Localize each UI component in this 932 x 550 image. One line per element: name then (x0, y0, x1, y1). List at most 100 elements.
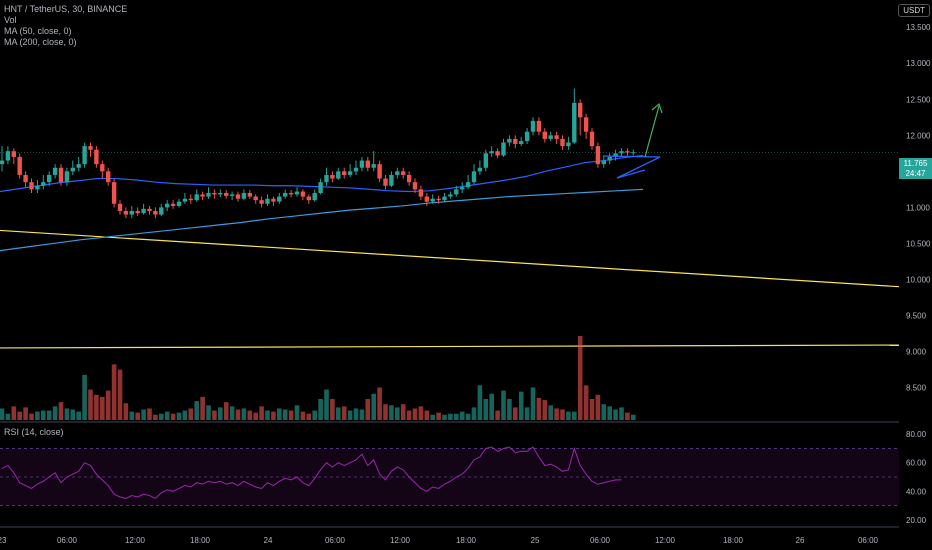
candle-body (271, 198, 276, 202)
candle-body (64, 171, 70, 183)
candle-body (70, 167, 75, 172)
candle-body (460, 187, 465, 190)
candle-body (265, 198, 270, 204)
volume-bar (330, 399, 335, 420)
legend-volume[interactable]: Vol (4, 15, 17, 25)
legend-ma200[interactable]: MA (200, close, 0) (4, 37, 77, 47)
candle-body (548, 135, 553, 139)
price-axis-label: 12.000 (906, 131, 931, 140)
candle-body (607, 156, 612, 161)
volume-bar (159, 413, 164, 420)
candle-body (318, 182, 323, 193)
candle-body (542, 131, 547, 139)
candle-body (106, 171, 111, 183)
candle-body (595, 146, 601, 165)
price-axis-label: 9.500 (906, 311, 927, 320)
volume-bar (442, 414, 447, 420)
volume-bar (448, 413, 453, 420)
candle-body (159, 207, 164, 215)
rsi-axis-label: 20.00 (906, 516, 927, 525)
volume-bar (300, 411, 306, 420)
volume-bar (41, 410, 46, 420)
volume-bar (117, 369, 123, 420)
volume-bar (17, 411, 22, 420)
candle-body (454, 189, 459, 195)
time-axis-label: 06:00 (325, 536, 346, 545)
volume-bar (336, 407, 341, 420)
candle-body (583, 117, 589, 132)
volume-bar (241, 408, 247, 420)
candle-body (47, 174, 52, 183)
rsi-legend[interactable]: RSI (14, close) (4, 427, 64, 437)
volume-bar (436, 412, 441, 420)
price-axis-label: 13.500 (906, 23, 931, 32)
volume-bar (560, 409, 565, 420)
time-axis-label: 18:00 (456, 536, 477, 545)
volume-bar (424, 410, 430, 420)
volume-bar (418, 406, 424, 420)
candle-body (218, 192, 223, 195)
time-axis-label: 12:00 (655, 536, 676, 545)
volume-bar (88, 389, 93, 420)
volume-bar (619, 407, 624, 420)
candle-body (212, 192, 217, 195)
volume-bar (82, 374, 87, 420)
symbol-title[interactable]: HNT / TetherUS, 30, BINANCE (4, 4, 128, 14)
candle-body (383, 178, 388, 186)
candle-body (578, 102, 583, 118)
volume-bar (412, 408, 418, 420)
legend-ma50[interactable]: MA (50, close, 0) (4, 26, 72, 36)
candle-body (170, 203, 176, 206)
volume-bar (100, 396, 105, 420)
volume-bar (371, 393, 376, 420)
volume-bar (58, 402, 64, 420)
time-axis-label: 12:00 (390, 536, 411, 545)
candle-body (312, 192, 317, 201)
candle-body (389, 174, 394, 186)
volume-bar (200, 396, 205, 420)
price-axis-label: 11.000 (906, 203, 930, 212)
candle-body (513, 138, 518, 144)
volume-bar (135, 412, 140, 420)
candle-body (371, 164, 376, 168)
candle-body (613, 153, 618, 157)
volume-bar (318, 399, 323, 420)
chart-legend: HNT / TetherUS, 30, BINANCE Vol MA (50, … (4, 4, 127, 48)
candle-body (501, 142, 506, 156)
candle-body (147, 208, 152, 211)
candle-body (336, 171, 341, 179)
candle-body (377, 164, 382, 179)
volume-bar (306, 413, 312, 420)
candle-body (347, 171, 353, 175)
candle-body (253, 196, 258, 201)
candle-body (631, 152, 636, 154)
ma200-line (0, 188, 644, 252)
volume-bar (353, 408, 359, 420)
candle-body (324, 174, 329, 183)
horizontal-support-line (0, 344, 900, 349)
volume-bar (123, 403, 129, 420)
volume-bar (188, 408, 194, 420)
candle-body (88, 146, 93, 150)
candle-body (560, 138, 565, 147)
candle-body (306, 196, 311, 201)
volume-bar (35, 411, 40, 420)
volume-bar (153, 414, 158, 420)
candle-body (135, 210, 140, 214)
candle-body (247, 192, 252, 197)
volume-bar (288, 410, 294, 420)
volume-bar (347, 410, 353, 420)
candle-body (495, 151, 500, 156)
candle-body (572, 102, 577, 143)
rsi-axis-label: 40.00 (906, 487, 927, 496)
candle-body (465, 182, 471, 188)
volume-bar (595, 394, 601, 420)
time-axis-label: 26 (796, 536, 805, 545)
candle-body (406, 174, 412, 183)
candle-body (436, 198, 441, 201)
currency-pill[interactable]: USDT (898, 4, 930, 17)
candle-body (82, 146, 87, 165)
volume-bar (536, 397, 542, 420)
volume-bar (265, 410, 270, 420)
